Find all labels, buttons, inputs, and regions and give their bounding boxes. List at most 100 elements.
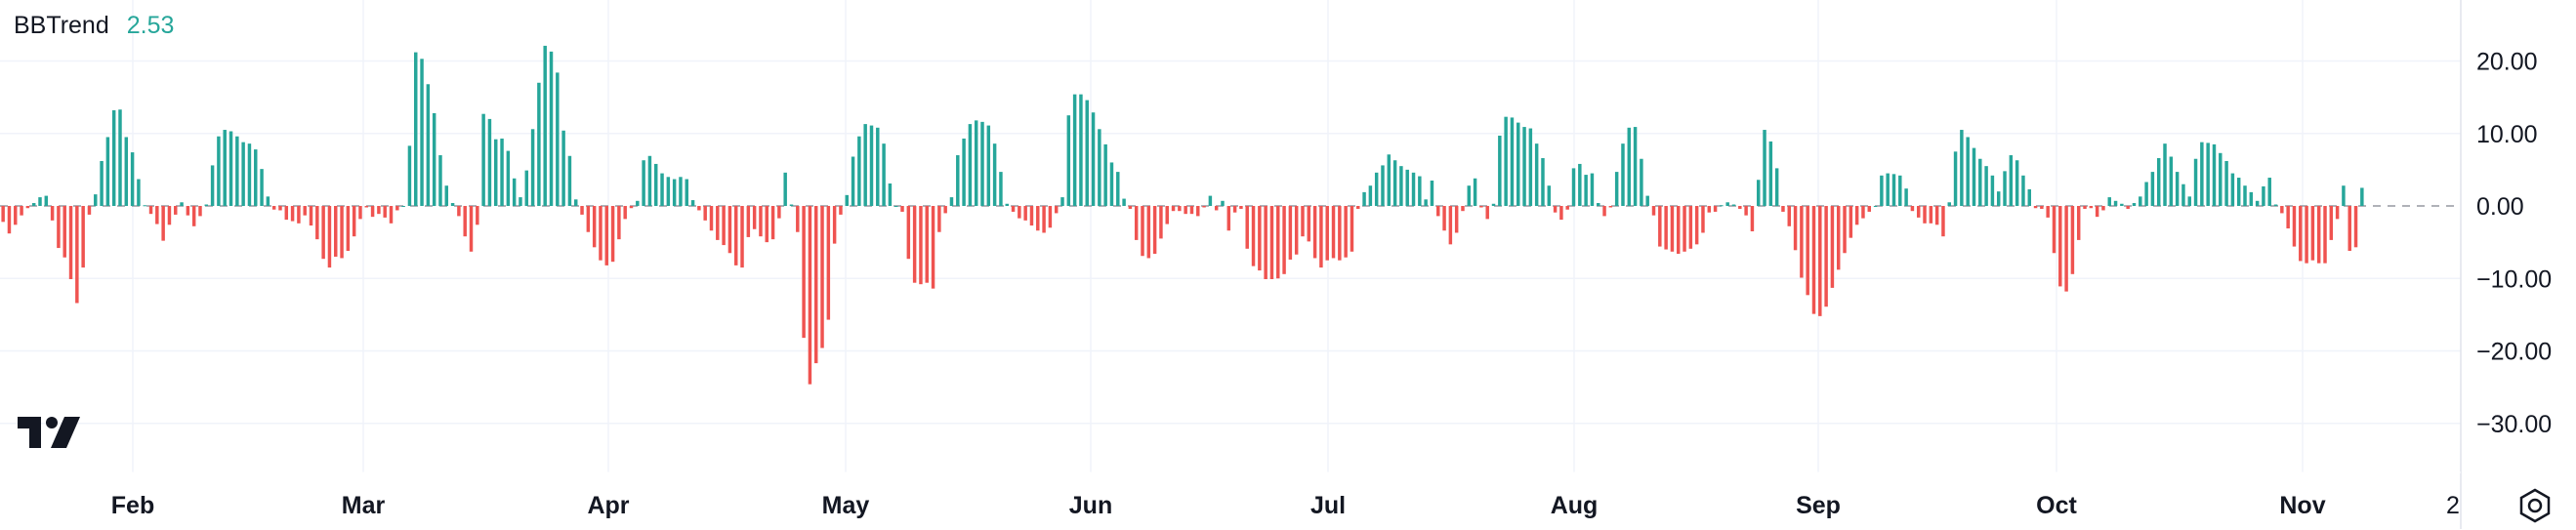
histogram-bar bbox=[2083, 206, 2087, 209]
histogram-bar bbox=[284, 206, 289, 221]
indicator-legend[interactable]: BBTrend 2.53 bbox=[14, 12, 174, 40]
histogram-bar bbox=[556, 72, 560, 206]
histogram-bar bbox=[438, 155, 442, 207]
histogram-bar bbox=[2262, 185, 2265, 206]
histogram-bar bbox=[543, 45, 547, 206]
histogram-bar bbox=[574, 199, 578, 206]
histogram-bar bbox=[604, 206, 608, 265]
histogram-bar bbox=[974, 120, 978, 206]
histogram-bar bbox=[1670, 206, 1675, 252]
histogram-bar bbox=[2335, 206, 2340, 220]
histogram-bar bbox=[660, 173, 664, 206]
histogram-bar bbox=[1934, 206, 1939, 225]
histogram-bar bbox=[789, 204, 794, 206]
histogram-bar bbox=[1178, 206, 1182, 212]
x-tick-label: May bbox=[822, 492, 870, 519]
histogram-bar bbox=[1344, 206, 1348, 258]
histogram-bar bbox=[174, 206, 178, 215]
histogram-bar bbox=[130, 152, 135, 207]
histogram-bar bbox=[703, 206, 707, 221]
histogram-bar bbox=[2009, 155, 2014, 207]
histogram-bar bbox=[826, 206, 831, 320]
histogram-bar bbox=[370, 206, 375, 218]
histogram-bar bbox=[1694, 206, 1699, 245]
histogram-bar bbox=[1479, 206, 1483, 208]
histogram-bar bbox=[2299, 206, 2303, 262]
histogram-bar bbox=[1996, 191, 2001, 206]
histogram-bar bbox=[2070, 206, 2075, 274]
histogram-bar bbox=[100, 160, 104, 207]
histogram-bar bbox=[432, 112, 436, 206]
histogram-bar bbox=[727, 206, 732, 254]
histogram-bar bbox=[377, 206, 381, 215]
histogram-bar bbox=[697, 206, 701, 211]
histogram-bar bbox=[1768, 141, 1773, 206]
histogram-bar bbox=[1226, 206, 1231, 231]
y-tick-label: −10.00 bbox=[2476, 265, 2552, 293]
histogram-bar bbox=[340, 206, 344, 259]
histogram-bar bbox=[1152, 206, 1157, 254]
histogram-bar bbox=[2156, 158, 2161, 206]
histogram-bar bbox=[1597, 203, 1600, 206]
histogram-bar bbox=[1294, 206, 1299, 255]
histogram-bar bbox=[1098, 129, 1101, 206]
histogram-bar bbox=[254, 149, 258, 206]
histogram-bar bbox=[777, 206, 781, 219]
histogram-bar bbox=[1517, 122, 1520, 206]
histogram-bar bbox=[1763, 130, 1766, 206]
histogram-bar bbox=[1849, 206, 1853, 238]
histogram-bar bbox=[2360, 187, 2364, 206]
histogram-bar bbox=[1411, 172, 1416, 206]
histogram-bar bbox=[1677, 206, 1681, 254]
histogram-bar bbox=[968, 124, 973, 206]
histogram-bar bbox=[444, 185, 449, 206]
histogram-bar bbox=[1547, 185, 1552, 206]
histogram-bar bbox=[1590, 173, 1595, 206]
histogram-bar bbox=[2323, 206, 2327, 264]
histogram-bar bbox=[1448, 206, 1453, 245]
histogram-bar bbox=[716, 206, 720, 240]
histogram-bar bbox=[629, 206, 634, 209]
indicator-name[interactable]: BBTrend bbox=[14, 12, 109, 39]
histogram-bar bbox=[1811, 206, 1816, 314]
histogram-bar bbox=[2144, 182, 2148, 206]
x-tick-label: Apr bbox=[587, 492, 629, 519]
histogram-bar bbox=[395, 206, 399, 211]
histogram-bar bbox=[1781, 206, 1785, 212]
histogram-bar bbox=[1196, 206, 1200, 217]
histogram-bar bbox=[1602, 206, 1606, 217]
histogram-bars bbox=[1, 45, 2364, 385]
histogram-bar bbox=[783, 172, 787, 206]
histogram-bar bbox=[765, 206, 769, 243]
histogram-bar bbox=[327, 206, 332, 268]
settings-gear-icon[interactable] bbox=[2515, 486, 2555, 525]
histogram-bar bbox=[666, 177, 671, 206]
histogram-bar bbox=[519, 197, 522, 206]
tradingview-logo-icon[interactable] bbox=[18, 417, 80, 452]
histogram-bar bbox=[1972, 147, 1976, 206]
histogram-bar bbox=[1202, 206, 1206, 208]
histogram-bar bbox=[1454, 206, 1459, 233]
histogram-bar bbox=[1368, 185, 1373, 206]
x-tick-label: Feb bbox=[111, 492, 154, 519]
histogram-bar bbox=[2224, 160, 2228, 207]
histogram-bar bbox=[1528, 128, 1533, 206]
histogram-bar bbox=[857, 136, 861, 206]
histogram-bar bbox=[1916, 206, 1921, 218]
histogram-bar bbox=[2353, 206, 2358, 248]
histogram-bar bbox=[2236, 178, 2241, 206]
histogram-bar bbox=[1491, 203, 1496, 206]
histogram-bar bbox=[1929, 206, 1933, 224]
histogram-bar bbox=[1880, 175, 1884, 206]
histogram-bar bbox=[919, 206, 923, 285]
x-tick-label: Sep bbox=[1796, 492, 1841, 519]
histogram-bar bbox=[426, 84, 431, 206]
histogram-bar bbox=[759, 206, 763, 237]
histogram-bar bbox=[2193, 158, 2198, 206]
histogram-bar bbox=[155, 206, 159, 224]
histogram-bar bbox=[1861, 206, 1865, 219]
histogram-bar bbox=[580, 206, 584, 215]
histogram-bar bbox=[186, 206, 190, 216]
histogram-bar bbox=[2230, 173, 2235, 206]
